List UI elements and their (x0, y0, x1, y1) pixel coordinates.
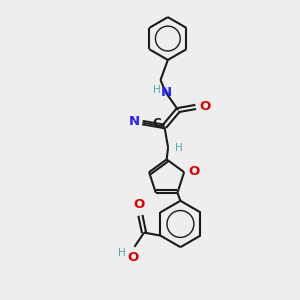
Text: N: N (160, 86, 171, 99)
Text: O: O (199, 100, 211, 113)
Text: N: N (129, 116, 140, 128)
Text: C: C (152, 117, 161, 130)
Text: H: H (118, 248, 126, 258)
Text: H: H (175, 143, 182, 153)
Text: H: H (153, 85, 161, 94)
Text: O: O (128, 251, 139, 264)
Text: O: O (133, 198, 145, 211)
Text: O: O (188, 165, 199, 178)
